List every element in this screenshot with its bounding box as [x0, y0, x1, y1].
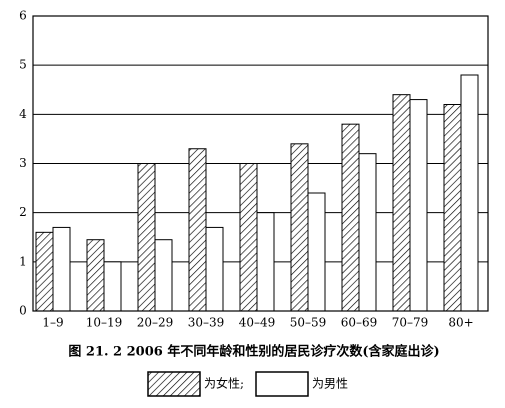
legend-swatch	[255, 371, 309, 397]
x-tick-label: 70–79	[392, 316, 429, 330]
legend-label: 为女性;	[204, 376, 244, 391]
x-tick-label: 20–29	[137, 316, 174, 330]
bar	[188, 148, 207, 312]
y-tick-label: 5	[19, 58, 27, 72]
plot-frame	[32, 15, 489, 312]
bar	[154, 239, 173, 312]
bar	[392, 94, 411, 312]
x-tick-label: 60–69	[341, 316, 378, 330]
bar	[358, 153, 377, 312]
y-tick-label: 0	[19, 304, 27, 318]
x-tick-label: 30–39	[188, 316, 225, 330]
y-tick-label: 2	[19, 205, 27, 219]
bar	[443, 104, 462, 312]
y-tick-label: 6	[19, 9, 27, 23]
bar	[290, 143, 309, 312]
legend-label: 为男性	[312, 377, 348, 391]
bar	[205, 226, 224, 312]
bar	[137, 163, 156, 312]
bar	[239, 163, 258, 312]
bar	[307, 192, 326, 312]
y-tick-label: 3	[19, 156, 27, 170]
bar	[52, 226, 71, 312]
x-tick-label: 40–49	[239, 316, 276, 330]
bar	[460, 74, 479, 312]
x-tick-label: 10–19	[86, 316, 123, 330]
bar	[103, 261, 122, 312]
x-tick-label: 50–59	[290, 316, 327, 330]
y-tick-label: 4	[19, 107, 27, 121]
x-tick-label: 80+	[448, 316, 473, 330]
caption: 图 21. 2 2006 年不同年龄和性别的居民诊疗次数(含家庭出诊)	[68, 344, 439, 360]
bar	[341, 123, 360, 312]
legend-swatch	[147, 371, 201, 397]
bar	[409, 99, 428, 312]
bar	[86, 239, 105, 312]
bar	[35, 231, 54, 312]
x-tick-label: 1–9	[42, 316, 63, 330]
bar	[256, 212, 275, 312]
y-tick-label: 1	[19, 254, 27, 268]
